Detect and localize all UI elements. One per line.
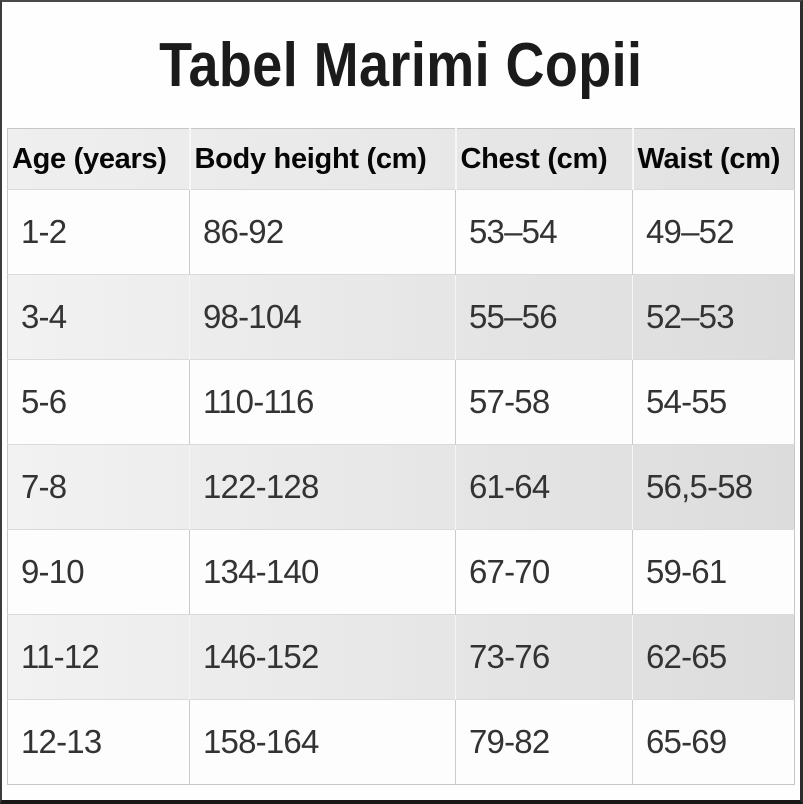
table-cell: 73-76 <box>455 614 633 700</box>
table-cell: 57-58 <box>455 359 633 445</box>
header-cell-3: Chest (cm) <box>454 128 633 190</box>
table-cell: 9-10 <box>21 553 85 590</box>
table-cell: 1-2 <box>21 213 67 250</box>
table-cell: 65-69 <box>632 699 795 785</box>
table-cell: 79-82 <box>455 699 633 785</box>
table-row: 5-6 110-116 57-58 54-55 <box>7 359 795 445</box>
table-cell: 98-104 <box>189 274 456 360</box>
table-row: 7-8 122-128 61-64 56,5-58 <box>7 444 795 530</box>
page-title: Tabel Marimi Copii <box>159 30 643 100</box>
table-cell: 3-4 <box>21 298 67 335</box>
table-cell: 53–54 <box>455 189 633 275</box>
table-cell: 158-164 <box>189 699 456 785</box>
table-cell: 134-140 <box>189 529 456 615</box>
title-area: Tabel Marimi Copii <box>2 2 800 128</box>
table-cell: 59-61 <box>632 529 795 615</box>
table-cell: 146-152 <box>189 614 456 700</box>
table-cell: 55–56 <box>455 274 633 360</box>
table-cell: 7-8 <box>21 468 67 505</box>
table-row: 11-12 146-152 73-76 62-65 <box>7 614 795 700</box>
header-cell-1: Age (years) <box>12 142 167 175</box>
table-cell: 49–52 <box>632 189 795 275</box>
table-cell: 67-70 <box>455 529 633 615</box>
header-cell-2: Body height (cm) <box>188 128 456 190</box>
table-cell: 62-65 <box>632 614 795 700</box>
header-cell-4: Waist (cm) <box>631 128 795 190</box>
table-cell: 5-6 <box>21 383 67 420</box>
table-cell: 61-64 <box>455 444 633 530</box>
size-table: Age (years) Body height (cm) Chest (cm) Wai… <box>7 128 795 785</box>
table-cell: 54-55 <box>632 359 795 445</box>
table-row: 1-2 86-92 53–54 49–52 <box>7 189 795 275</box>
table-cell: 12-13 <box>21 723 102 760</box>
size-table-wrap: Age (years) Body height (cm) Chest (cm) Wai… <box>7 128 795 785</box>
table-cell: 11-12 <box>21 638 100 675</box>
table-row: 3-4 98-104 55–56 52–53 <box>7 274 795 360</box>
header-row: Age (years) Body height (cm) Chest (cm) Wai… <box>7 128 795 190</box>
table-header: Age (years) Body height (cm) Chest (cm) Wai… <box>7 128 795 190</box>
table-cell: 52–53 <box>632 274 795 360</box>
table-row: 12-13 158-164 79-82 65-69 <box>7 699 795 785</box>
table-cell: 56,5-58 <box>632 444 795 530</box>
table-row: 9-10 134-140 67-70 59-61 <box>7 529 795 615</box>
table-cell: 122-128 <box>189 444 456 530</box>
table-cell: 86-92 <box>189 189 456 275</box>
table-body: 1-2 86-92 53–54 49–52 3-4 98-104 55–56 52–53 5-6… <box>7 189 795 785</box>
table-cell: 110-116 <box>189 359 456 445</box>
